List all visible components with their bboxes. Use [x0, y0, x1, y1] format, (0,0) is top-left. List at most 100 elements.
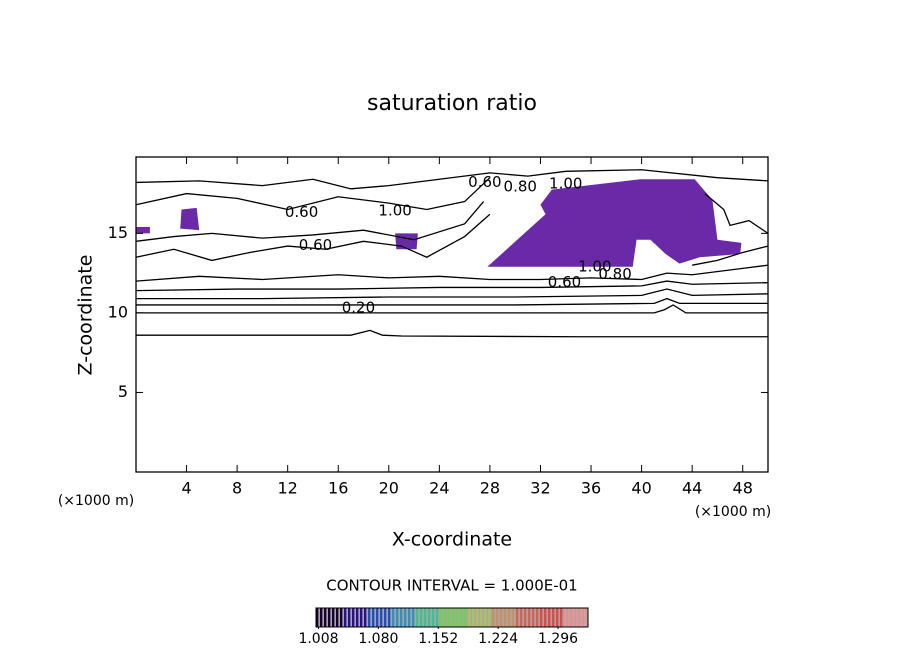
colorbar-stripe: [490, 608, 492, 627]
colorbar-stripe: [488, 608, 491, 627]
colorbar-stripe: [552, 608, 555, 627]
colorbar-stripe: [444, 608, 447, 627]
colorbar-stripe: [556, 608, 559, 627]
colorbar-stripe: [428, 608, 431, 627]
contour-label: 0.80: [504, 178, 537, 196]
colorbar-stripe: [450, 608, 452, 627]
contour-line: [135, 280, 769, 292]
colorbar-stripe: [340, 608, 343, 627]
contour-line: [136, 329, 768, 338]
colorbar-stripe: [530, 608, 532, 627]
colorbar-stripe: [582, 608, 584, 627]
colorbar-stripe: [542, 608, 544, 627]
colorbar-stripe: [536, 608, 539, 627]
contour-interval: CONTOUR INTERVAL = 1.000E-01: [326, 577, 577, 595]
contour-label: 0.60: [285, 203, 318, 221]
colorbar-stripe: [342, 608, 344, 627]
colorbar-stripe: [362, 608, 364, 627]
colorbar-stripe: [516, 608, 519, 627]
colorbar-stripe: [544, 608, 547, 627]
unit-label: (×1000 m): [695, 504, 771, 520]
colorbar-stripe: [434, 608, 436, 627]
colorbar-stripe: [560, 608, 563, 627]
x-tick-label: 36: [581, 479, 601, 498]
colorbar-stripe: [510, 608, 512, 627]
colorbar-stripe: [506, 608, 508, 627]
colorbar-stripe: [436, 608, 439, 627]
colorbar-stripe: [526, 608, 528, 627]
colorbar-stripe: [400, 608, 403, 627]
colorbar-stripe: [508, 608, 511, 627]
colorbar-tick-label: 1.152: [418, 631, 458, 647]
y-tick-label: 10: [108, 302, 128, 321]
colorbar-stripe: [338, 608, 340, 627]
colorbar-tick-label: 1.224: [478, 631, 518, 647]
colorbar-stripe: [356, 608, 359, 627]
colorbar-stripe: [574, 608, 576, 627]
colorbar-stripe: [352, 608, 355, 627]
colorbar-stripe: [376, 608, 379, 627]
colorbar-stripe: [478, 608, 480, 627]
colorbar-stripe: [410, 608, 412, 627]
colorbar-stripe: [402, 608, 404, 627]
colorbar-stripe: [324, 608, 327, 627]
colorbar-stripe: [586, 608, 588, 627]
colorbar-stripe: [448, 608, 451, 627]
contour-label: 0.20: [342, 299, 375, 317]
contour-line: [704, 193, 769, 234]
colorbar-stripe: [466, 608, 468, 627]
colorbar-stripe: [414, 608, 416, 627]
colorbar-stripe: [512, 608, 515, 627]
contour-label: 0.60: [299, 236, 332, 254]
colorbar-stripe: [528, 608, 531, 627]
colorbar-stripe: [470, 608, 472, 627]
contour-label: 1.00: [378, 202, 411, 220]
colorbar-stripe: [534, 608, 536, 627]
colorbar-stripe: [486, 608, 488, 627]
colorbar-stripe: [538, 608, 540, 627]
colorbar-stripe: [344, 608, 347, 627]
colorbar-stripe: [424, 608, 427, 627]
contour-label: 0.60: [468, 173, 501, 191]
colorbar-stripe: [320, 608, 323, 627]
contour-label: 1.00: [578, 257, 611, 275]
colorbar-stripe: [468, 608, 471, 627]
colorbar-stripe: [440, 608, 443, 627]
colorbar-stripe: [484, 608, 487, 627]
colorbar-stripe: [430, 608, 432, 627]
colorbar-stripe: [322, 608, 324, 627]
colorbar-stripe: [364, 608, 367, 627]
shaded-region: [395, 233, 418, 250]
colorbar-stripe: [558, 608, 560, 627]
contour-label: 0.80: [598, 265, 631, 283]
colorbar-stripe: [416, 608, 419, 627]
colorbar-stripe: [388, 608, 391, 627]
colorbar-stripe: [456, 608, 459, 627]
shaded-region: [136, 227, 150, 234]
colorbar-stripe: [378, 608, 380, 627]
colorbar-stripe: [346, 608, 348, 627]
colorbar-stripe: [358, 608, 360, 627]
y-tick-label: 15: [108, 223, 128, 242]
colorbar-tick-label: 1.080: [358, 631, 398, 647]
colorbar-stripe: [502, 608, 504, 627]
colorbar-stripe: [522, 608, 524, 627]
colorbar-stripe: [472, 608, 475, 627]
x-tick-label: 16: [328, 479, 348, 498]
colorbar-stripe: [446, 608, 448, 627]
colorbar-stripe: [496, 608, 499, 627]
colorbar-stripe: [514, 608, 516, 627]
colorbar-stripe: [460, 608, 463, 627]
colorbar-stripe: [336, 608, 339, 627]
colorbar-stripe: [454, 608, 456, 627]
contour-line: [135, 177, 491, 211]
colorbar-stripe: [566, 608, 568, 627]
colorbar-stripe: [438, 608, 440, 627]
colorbar-stripe: [326, 608, 328, 627]
colorbar-stripe: [406, 608, 408, 627]
contour-line: [135, 264, 769, 282]
colorbar-stripe: [576, 608, 579, 627]
colorbar-stripe: [568, 608, 571, 627]
colorbar-stripe: [540, 608, 543, 627]
